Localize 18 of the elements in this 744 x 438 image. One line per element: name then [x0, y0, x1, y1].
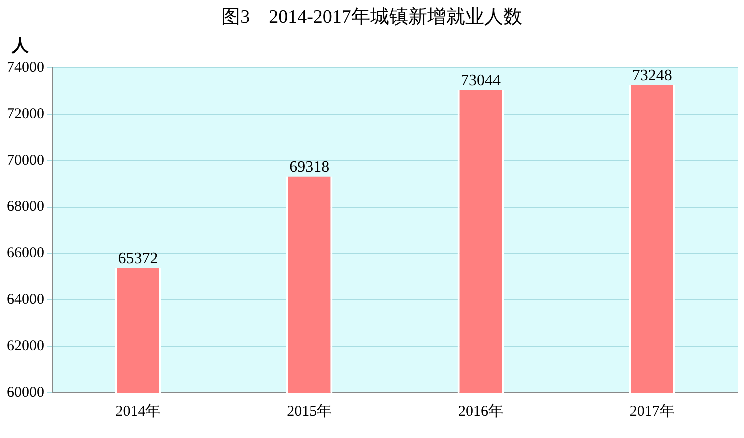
data-label: 69318: [290, 158, 330, 176]
x-tick-label: 2014年: [116, 402, 161, 420]
y-tick-label: 60000: [7, 384, 44, 401]
y-tick-label: 70000: [7, 152, 44, 169]
y-tick-label: 62000: [7, 338, 44, 355]
y-tick-label: 68000: [7, 199, 44, 216]
x-tick-label: 2016年: [458, 402, 504, 420]
chart-title: 图3 2014-2017年城镇新增就业人数: [220, 6, 524, 30]
data-label: 73248: [632, 68, 672, 85]
data-label: 65372: [118, 250, 158, 268]
y-tick-label: 64000: [7, 292, 44, 308]
x-tick-label: 2015年: [287, 402, 332, 420]
y-axis-title: 人: [12, 35, 29, 57]
y-tick-label: 66000: [7, 246, 44, 262]
x-tick-label: 2017年: [630, 402, 675, 420]
data-label: 73044: [460, 72, 501, 90]
y-tick-label: 74000: [7, 60, 44, 76]
y-tick-label: 72000: [7, 106, 44, 122]
